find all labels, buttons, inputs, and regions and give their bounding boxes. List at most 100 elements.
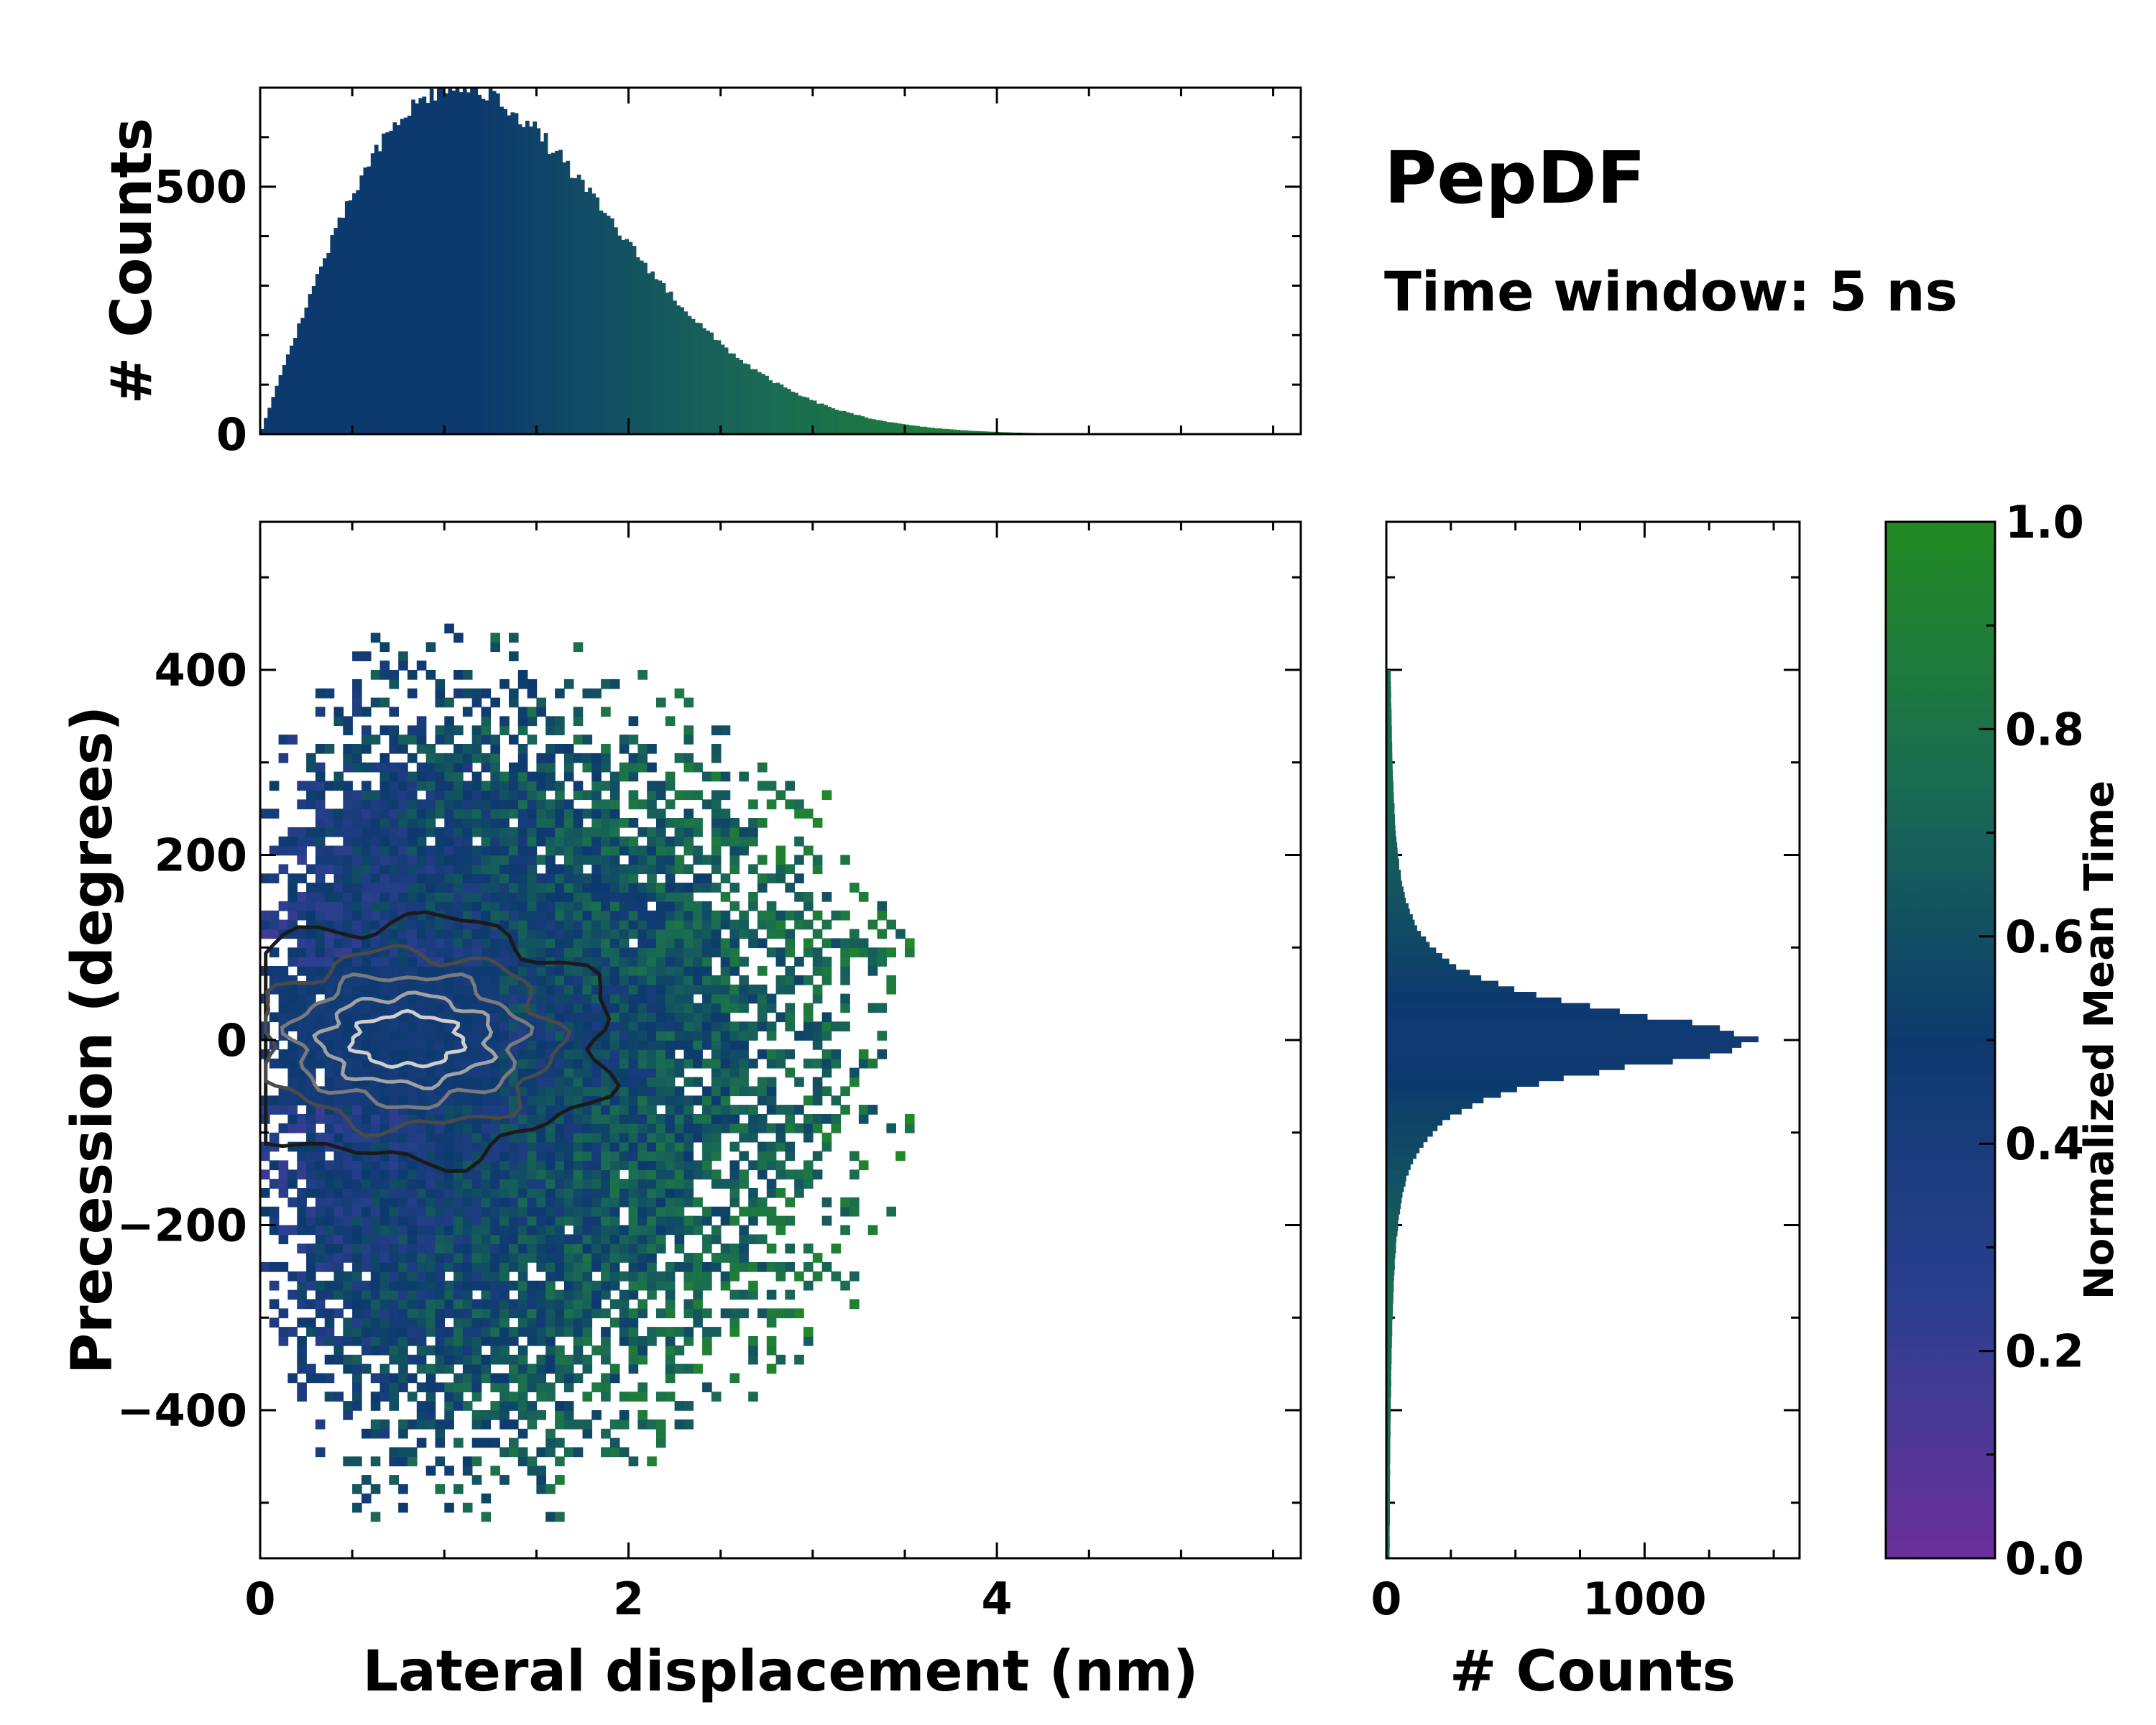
heatmap-cell [499,1243,510,1254]
heatmap-cell [297,1021,307,1031]
heatmap-cell [389,1317,399,1328]
heatmap-cell [683,1003,694,1013]
heatmap-cell [545,892,556,902]
heatmap-cell [315,1327,326,1337]
heatmap-cell [720,938,731,949]
heatmap-cell [398,1262,408,1272]
heatmap-cell [711,1086,722,1097]
heatmap-cell [453,1040,464,1050]
heatmap-cell [766,1215,777,1226]
heatmap-cell [683,966,694,976]
heatmap-cell [499,910,510,921]
heatmap-cell [398,771,408,782]
heatmap-cell [352,1401,362,1411]
top-histogram-bar [267,408,272,434]
top-histogram-bar [429,88,434,434]
heatmap-cell [517,707,528,717]
heatmap-cell [573,901,584,911]
heatmap-cell [444,947,454,957]
heatmap-cell [591,947,602,957]
heatmap-cell [785,1049,795,1059]
heatmap-cell [840,1280,850,1291]
heatmap-cell [361,1105,372,1115]
heatmap-cell [462,753,473,763]
heatmap-cell [582,919,593,930]
heatmap-cell [499,1419,510,1430]
heatmap-cell [361,744,372,754]
heatmap-cell [306,1262,316,1272]
heatmap-cell [729,1197,740,1208]
heatmap-cell [601,1354,611,1365]
heatmap-cell [628,1058,639,1069]
heatmap-cell [499,1197,510,1208]
heatmap-cells [260,623,915,1522]
heatmap-cell [509,771,519,782]
top-histogram-bar [349,200,353,434]
heatmap-cell [425,1031,436,1041]
heatmap-cell [729,1003,740,1013]
heatmap-cell [416,781,427,791]
heatmap-cell [766,1105,777,1115]
heatmap-cell [711,1021,722,1031]
heatmap-cell [647,892,657,902]
top-histogram-bar [735,357,740,434]
heatmap-cell [609,1105,620,1115]
heatmap-cell [453,688,464,699]
right-histogram-bar [1386,864,1399,870]
heatmap-cell [637,670,648,680]
heatmap-cell [619,735,630,745]
heatmap-cell [361,1262,372,1272]
heatmap-cell [821,790,832,801]
right-histogram-bar [1386,775,1393,782]
heatmap-cell [545,827,556,837]
heatmap-cell [720,892,731,902]
heatmap-cell [462,688,473,699]
heatmap-cell [435,1363,446,1374]
heatmap-cell [361,1493,372,1504]
heatmap-cell [379,1262,390,1272]
heatmap-cell [609,883,620,893]
heatmap-cell [693,1160,703,1171]
heatmap-cell [343,1289,353,1300]
heatmap-cell [536,781,546,791]
heatmap-cell [287,1225,298,1236]
heatmap-cell [416,1234,427,1245]
heatmap-cell [720,1271,731,1282]
heatmap-cell [729,919,740,930]
heatmap-cell [444,799,454,809]
heatmap-cell [766,1077,777,1087]
heatmap-cell [647,1123,657,1133]
heatmap-cell [628,1354,639,1365]
heatmap-cell [343,790,353,801]
heatmap-cell [370,1141,381,1152]
top-histogram-bar [643,262,648,434]
heatmap-cell [389,818,399,828]
heatmap-cell [517,901,528,911]
heatmap-cell [324,1280,335,1291]
heatmap-cell [333,1169,344,1179]
heatmap-cell [766,1289,777,1300]
heatmap-cell [739,1206,749,1217]
heatmap-cell [481,1067,492,1078]
heatmap-cell [416,1132,427,1143]
heatmap-cell [481,1225,492,1236]
heatmap-cell [471,771,482,782]
heatmap-cell [591,762,602,773]
heatmap-cell [536,1086,546,1097]
top-ytick-label: 500 [155,161,247,213]
heatmap-cell [389,678,399,689]
heatmap-cell [711,919,722,930]
heatmap-cell [490,1197,500,1208]
heatmap-cell [748,929,758,939]
heatmap-cell [757,1049,768,1059]
top-histogram-bar [455,88,460,434]
heatmap-cell [794,809,804,819]
heatmap-cell [333,809,344,819]
heatmap-cell [361,1058,372,1069]
heatmap-cell [693,957,703,967]
heatmap-cell [775,1132,786,1143]
heatmap-cell [683,919,694,930]
heatmap-cell [563,1206,574,1217]
heatmap-cell [269,910,280,921]
heatmap-cell [297,1392,307,1402]
